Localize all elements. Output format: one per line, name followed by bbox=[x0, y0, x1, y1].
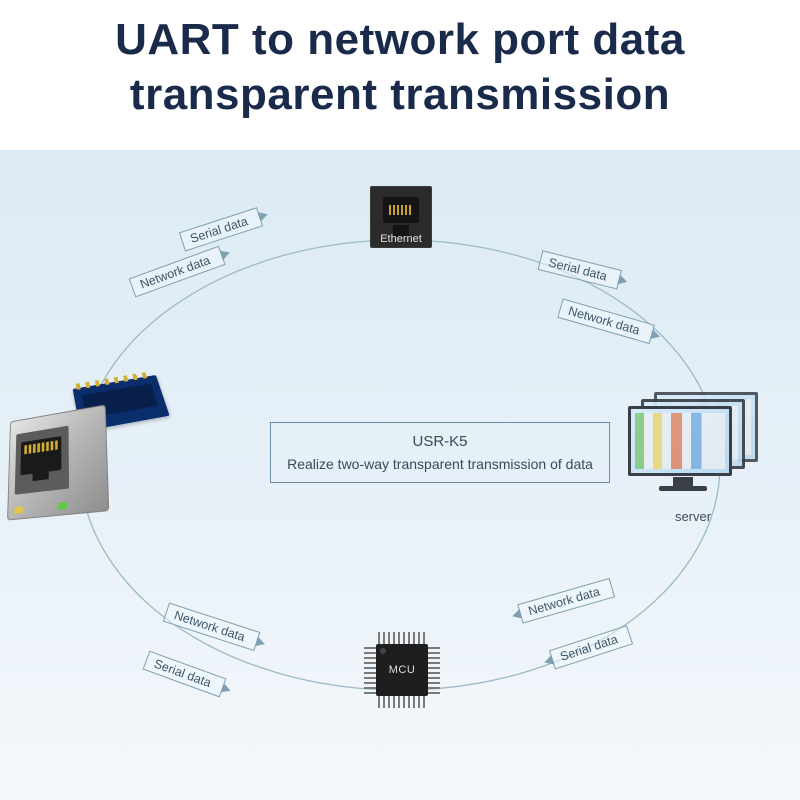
title-line-2: transparent transmission bbox=[130, 70, 670, 119]
title-line-1: UART to network port data bbox=[115, 15, 685, 64]
server-icon bbox=[628, 392, 758, 487]
header: UART to network port data transparent tr… bbox=[0, 0, 800, 150]
node-module bbox=[0, 368, 170, 523]
page-title: UART to network port data transparent tr… bbox=[0, 12, 800, 122]
ethernet-icon: Ethernet bbox=[370, 186, 432, 248]
center-subtitle: Realize two-way transparent transmission… bbox=[285, 456, 595, 472]
center-box: USR-K5 Realize two-way transparent trans… bbox=[270, 422, 610, 483]
node-ethernet: Ethernet bbox=[370, 186, 432, 248]
ethernet-label: Ethernet bbox=[371, 233, 431, 245]
node-mcu: MCU bbox=[362, 630, 442, 710]
mcu-icon: MCU bbox=[362, 630, 442, 710]
mcu-label: MCU bbox=[376, 644, 428, 696]
server-label: server bbox=[628, 509, 758, 524]
rj45-icon bbox=[7, 404, 109, 520]
diagram-area: Ethernet server MCU bbox=[0, 150, 800, 800]
center-title: USR-K5 bbox=[285, 433, 595, 450]
node-server: server bbox=[628, 392, 758, 524]
